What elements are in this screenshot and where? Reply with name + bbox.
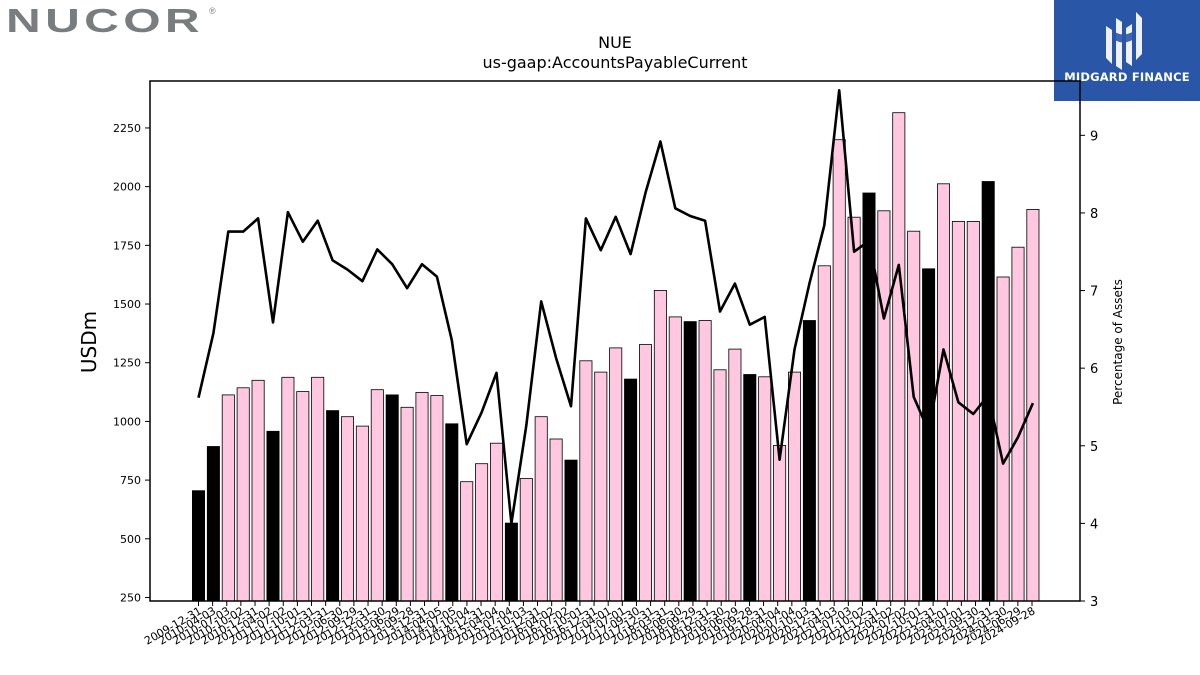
- y2-tick-label: 8: [1090, 207, 1098, 222]
- bar: [475, 463, 489, 602]
- bar: [251, 379, 265, 602]
- bar: [206, 446, 220, 602]
- bar: [668, 316, 682, 602]
- bar: [460, 481, 474, 602]
- bar: [504, 522, 518, 602]
- bar: [594, 371, 608, 602]
- bar: [653, 289, 667, 602]
- y2-tick-label: 3: [1090, 595, 1098, 610]
- bar: [639, 344, 653, 602]
- chart-subtitle: us-gaap:AccountsPayableCurrent: [482, 53, 747, 72]
- bar: [281, 376, 295, 602]
- y2-axis-label: Percentage of Assets: [1111, 279, 1125, 405]
- y2-tick-label: 5: [1090, 440, 1098, 455]
- bar: [445, 423, 459, 602]
- y-tick-label: 1750: [113, 239, 141, 252]
- bar: [311, 376, 325, 602]
- y-tick-label: 1000: [113, 415, 141, 428]
- bar: [773, 444, 787, 602]
- y-tick-label: 2000: [113, 181, 141, 194]
- bar: [236, 387, 250, 602]
- bar: [937, 183, 951, 602]
- line-group: [197, 89, 1035, 525]
- bar: [430, 395, 444, 602]
- bar: [862, 192, 876, 602]
- bar: [728, 348, 742, 602]
- y-tick-label: 250: [120, 591, 141, 604]
- y-axis-label: USDm: [77, 311, 101, 373]
- y2-tick-label: 7: [1090, 285, 1098, 300]
- bar: [743, 374, 757, 602]
- bar: [907, 230, 921, 602]
- bars-group: [191, 112, 1040, 602]
- bar: [609, 347, 623, 602]
- nucor-logo: NUCOR ®: [6, 2, 216, 42]
- midgard-emblem-icon: [1106, 12, 1142, 70]
- y2-axis-ticks: 3 4 5 6 7 8 9: [1080, 129, 1098, 610]
- bar: [370, 389, 384, 602]
- y2-tick-label: 4: [1090, 517, 1098, 532]
- bar: [817, 265, 831, 602]
- bar: [400, 406, 414, 602]
- x-axis-ticks: 2009-12-312010-04-032010-07-032010-10-02…: [142, 601, 1038, 648]
- bar: [788, 371, 802, 602]
- y-tick-label: 750: [120, 474, 141, 487]
- bar: [579, 360, 593, 602]
- bar: [922, 268, 936, 602]
- bar: [802, 320, 816, 602]
- bar: [355, 425, 369, 602]
- plot-frame: [149, 80, 1081, 602]
- registered-mark: ®: [209, 6, 216, 16]
- bar: [892, 112, 906, 602]
- y2-tick-label: 9: [1090, 129, 1098, 144]
- nucor-logo-text: NUCOR: [6, 4, 204, 38]
- bar: [713, 369, 727, 602]
- bar: [534, 416, 548, 602]
- bar: [877, 210, 891, 602]
- bar: [340, 416, 354, 602]
- nucor-logo-mark: NUCOR ®: [6, 2, 216, 39]
- pct-assets-line: [197, 89, 1035, 525]
- bar: [847, 216, 861, 602]
- midgard-finance-logo: MIDGARD FINANCE: [1054, 0, 1200, 101]
- y2-tick-label: 6: [1090, 362, 1098, 377]
- bar: [191, 490, 205, 602]
- bar: [758, 376, 772, 602]
- chart-title: NUE: [598, 33, 632, 52]
- y-tick-label: 1250: [113, 357, 141, 370]
- bar: [832, 139, 846, 602]
- bar: [951, 220, 965, 602]
- bar: [624, 378, 638, 602]
- bar: [981, 181, 995, 602]
- bar: [549, 438, 563, 602]
- bar: [326, 410, 340, 602]
- bar: [519, 478, 533, 602]
- y-tick-label: 2250: [113, 122, 141, 135]
- bar: [698, 320, 712, 602]
- bar: [221, 394, 235, 602]
- bar: [296, 391, 310, 602]
- bar: [266, 430, 280, 602]
- midgard-logo-text: MIDGARD FINANCE: [1064, 70, 1190, 84]
- y-axis-ticks: 250 500 750 1000 1250 1500 1750 2000 2250: [113, 122, 150, 604]
- y-tick-label: 500: [120, 533, 141, 546]
- bar: [1011, 246, 1025, 602]
- bar: [415, 392, 429, 602]
- bar: [489, 442, 503, 602]
- bar: [385, 394, 399, 602]
- bar: [564, 459, 578, 602]
- y-tick-label: 1500: [113, 298, 141, 311]
- bar: [683, 321, 697, 602]
